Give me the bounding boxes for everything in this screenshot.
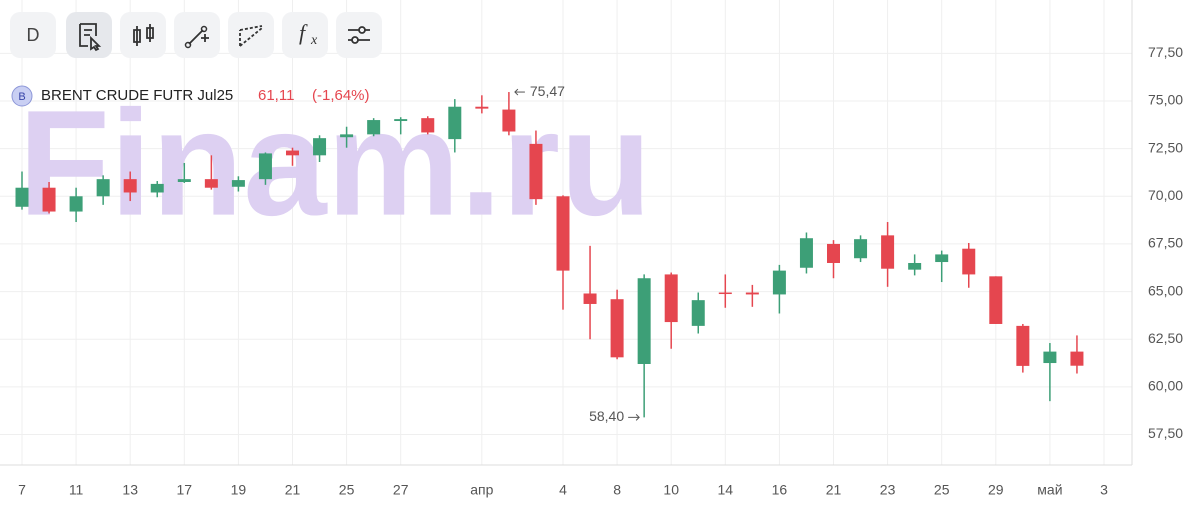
candle-body [340,134,354,138]
candle-body [448,106,462,140]
watermark: Finam.ru [18,79,651,247]
candle-body [799,238,813,268]
x-tick-label: 25 [339,482,355,498]
candle-body [691,300,705,326]
x-tick-label: 8 [613,482,621,498]
indicator-button[interactable] [282,12,328,58]
formula-label: f [299,20,308,45]
x-tick-label: 4 [559,482,567,498]
annotation-arrowhead [514,88,519,96]
candle-body [177,179,191,182]
y-tick-label: 65,00 [1148,282,1183,298]
candle-body [664,274,678,323]
x-tick-label: 14 [718,482,734,498]
candle-body [745,292,759,295]
toolbar: D f x [10,12,382,58]
icon [239,25,263,47]
candle-body [935,254,949,263]
annotation-arrowhead [635,414,640,421]
candle-body [583,293,597,304]
x-tick-label: 13 [122,482,138,498]
candle-body [150,183,164,193]
candle-body [610,299,624,358]
candle-body [854,239,868,259]
x-tick-label: 3 [1100,482,1108,498]
x-tick-label: 11 [69,482,84,498]
fib-button[interactable] [228,12,274,58]
candle-body [475,106,489,109]
candles [15,92,1084,418]
x-tick-label: май [1037,482,1062,498]
candle-body [231,180,245,187]
candle-body [827,243,840,263]
x-tick-label: 23 [880,482,896,498]
candle-body [1043,351,1057,364]
candle-body [204,179,218,188]
change: (-1,64%) [312,87,370,104]
candle-body [502,109,516,132]
interval-label: D [27,25,40,45]
x-tick-label: 10 [663,482,679,498]
candle-body [718,292,732,295]
candle-body [421,118,435,133]
symbol: BRENT CRUDE FUTR Jul25 [41,87,233,104]
candle-body [1016,325,1030,366]
candle-body [556,196,570,271]
candles-button[interactable] [120,12,166,58]
interval-button[interactable] [10,12,56,58]
y-tick-label: 60,00 [1148,378,1183,394]
candle-body [962,248,976,275]
x-tick-label: 27 [393,482,409,498]
icon [79,23,102,52]
x-tick-label: 21 [826,482,842,498]
y-tick-label: 62,50 [1148,330,1183,346]
y-tick-label: 72,50 [1148,139,1183,155]
candle-body [908,262,922,270]
icon [133,24,154,46]
candle-body [286,150,299,156]
x-tick-label: апр [470,482,493,498]
candle-body [989,276,1003,324]
last-price: 61,11 [258,87,294,104]
candle-body [772,270,786,295]
candle-body [637,278,651,364]
x-tick-label: 17 [177,482,193,498]
icon [188,29,209,45]
y-tick-label: 57,50 [1148,425,1183,441]
candle-body [313,138,327,156]
candle-body [529,143,543,200]
candle-body [96,179,110,197]
annotation: 58,40 [589,408,624,424]
candle-body [123,179,137,193]
x-tick-label: 21 [285,482,301,498]
icon [200,25,208,33]
legend-header: B BRENT CRUDE FUTR Jul25 61,11 (-1,64%) [11,85,370,107]
candle-body [881,235,895,269]
y-tick-label: 70,00 [1148,187,1183,203]
badge-label: B [18,91,25,103]
icon [358,26,366,34]
y-tick-label: 67,50 [1148,235,1183,251]
x-tick-label: 25 [934,482,950,498]
x-tick-label: 7 [18,482,26,498]
y-tick-label: 75,00 [1148,92,1183,108]
x-tick-label: 16 [772,482,788,498]
candle-body [69,196,83,212]
candle-body [42,187,56,212]
candle-body [367,120,381,135]
candle-body [394,119,408,122]
x-tick-label: 19 [231,482,247,498]
x-tick-label: 29 [988,482,1004,498]
badge [11,85,33,107]
candle-body [258,153,272,180]
icon [351,36,359,44]
settings-button[interactable] [336,12,382,58]
annotation: 75,47 [530,83,565,99]
candle-body [15,187,29,207]
formula-sub: x [310,33,318,48]
y-tick-label: 77,50 [1148,44,1183,60]
icon [184,41,192,49]
candle-body [1070,351,1084,366]
